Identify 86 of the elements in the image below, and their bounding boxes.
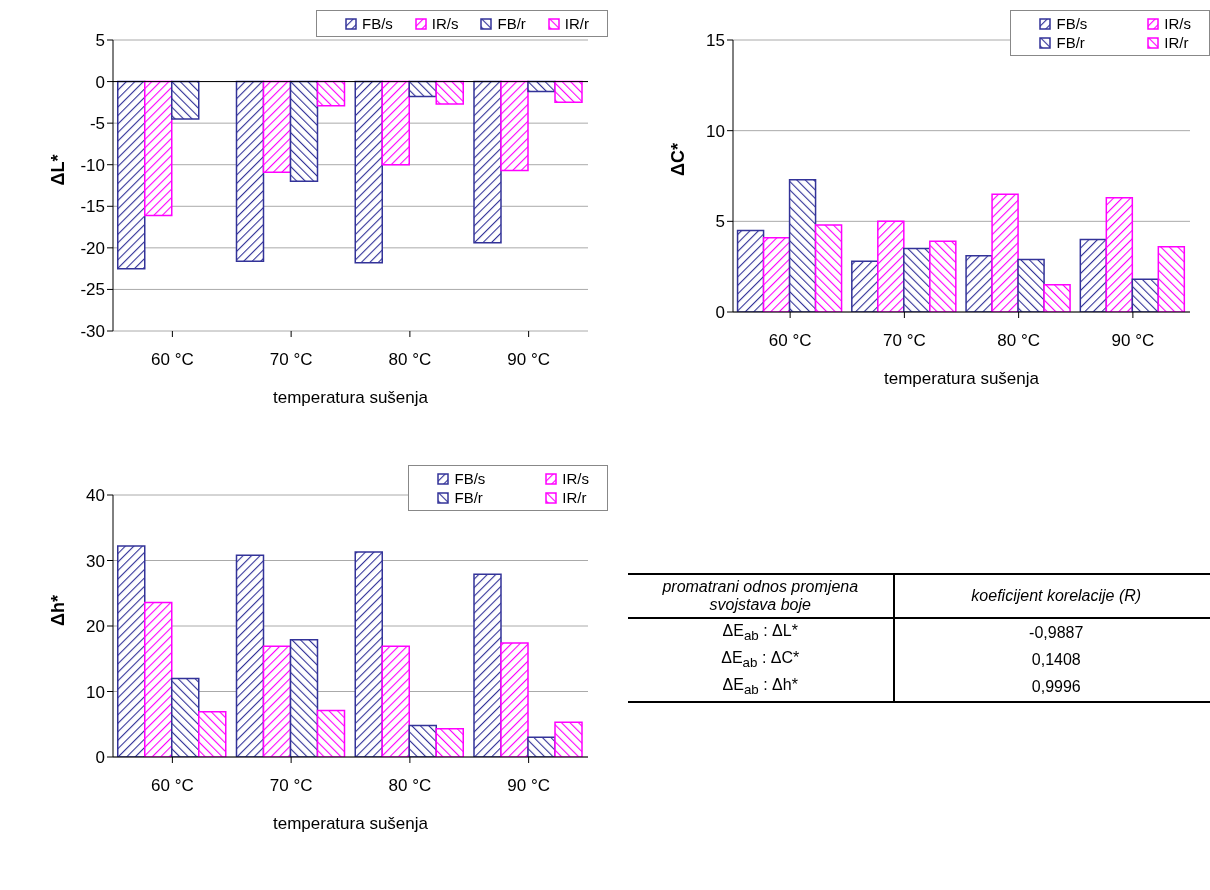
bar: [117, 545, 146, 757]
x-tick-label: 70 °C: [269, 776, 313, 796]
bar: [851, 260, 879, 312]
y-axis-title: Δh*: [48, 595, 69, 626]
x-tick-label: 60 °C: [151, 776, 194, 796]
y-tick-label: 15: [706, 31, 725, 51]
bar: [762, 236, 791, 312]
text: promatrani odnos promjena svojstava boje: [628, 574, 894, 618]
legend-label: FB/r: [1055, 34, 1086, 51]
x-axis-title: temperatura sušenja: [884, 369, 1040, 388]
y-axis-title: ΔC*: [668, 143, 689, 176]
legend-label: IR/s: [1163, 15, 1191, 32]
bar: [354, 551, 383, 757]
bar: [1043, 284, 1071, 312]
bar: [965, 255, 993, 312]
bar: [235, 554, 265, 757]
x-tick-label: 60 °C: [151, 350, 194, 370]
bar: [1017, 258, 1045, 312]
x-tick-label: 90 °C: [507, 776, 550, 796]
legend-label: IR/s: [430, 15, 459, 32]
legend-label: FB/s: [360, 15, 393, 32]
y-tick-label: -25: [80, 280, 105, 300]
y-tick-label: 30: [86, 551, 105, 571]
text: koeficijent korelacije (R): [970, 586, 1143, 606]
bar: [316, 709, 346, 757]
y-tick-label: 0: [95, 748, 105, 768]
category-label: ΔE$_{ab}$ : Δh*: [628, 673, 894, 702]
bar: [788, 178, 817, 312]
bar: [171, 677, 200, 757]
y-tick-label: 40: [86, 486, 105, 506]
bar: [1157, 245, 1186, 312]
y-tick-label: 5: [95, 31, 105, 51]
x-axis-title: temperatura sušenja: [273, 388, 429, 407]
y-tick-label: -30: [80, 322, 105, 342]
x-tick-label: 70 °C: [883, 331, 926, 351]
legend-label: IR/s: [561, 470, 589, 487]
bar: [554, 721, 583, 757]
x-tick-label: 80 °C: [997, 331, 1040, 351]
y-tick-label: 5: [715, 212, 725, 232]
y-tick-label: -20: [80, 238, 105, 258]
y-tick-label: 10: [86, 682, 105, 702]
bar: [903, 247, 931, 312]
category-label: ΔE$_{ab}$ : ΔC*: [628, 646, 894, 674]
x-tick-label: 90 °C: [507, 350, 550, 370]
x-tick-label: 60 °C: [768, 331, 812, 351]
bar: [1079, 238, 1108, 312]
bar: [198, 711, 227, 757]
y-tick-label: 0: [715, 303, 725, 323]
bar: [1105, 197, 1134, 312]
x-tick-label: 80 °C: [388, 776, 432, 796]
bar: [289, 639, 319, 757]
x-tick-label: 70 °C: [269, 350, 313, 370]
y-tick-label: 10: [706, 121, 725, 141]
legend-label: FB/s: [453, 470, 486, 487]
bar: [929, 240, 957, 312]
text: 0,1408: [1031, 650, 1081, 668]
legend-label: FB/r: [453, 489, 484, 506]
bar: [991, 193, 1019, 312]
bar: [435, 728, 464, 757]
y-tick-label: -5: [89, 114, 105, 134]
bar: [500, 642, 529, 757]
legend-label: IR/r: [561, 489, 588, 506]
text: 0,9996: [1031, 677, 1081, 695]
x-tick-label: 90 °C: [1111, 331, 1155, 351]
legend-label: FB/s: [1055, 15, 1088, 32]
y-tick-label: -15: [80, 197, 105, 217]
bar: [736, 229, 765, 312]
bar: [473, 573, 502, 757]
y-tick-label: -10: [80, 155, 105, 175]
x-tick-label: 80 °C: [388, 350, 432, 370]
y-tick-label: 20: [86, 617, 105, 637]
legend-label: FB/r: [496, 15, 526, 32]
legend-label: IR/r: [563, 15, 589, 32]
bar: [262, 645, 292, 757]
legend-label: IR/r: [1163, 34, 1190, 51]
y-tick-label: 0: [95, 72, 105, 92]
bar: [814, 224, 843, 312]
bar: [1131, 278, 1160, 312]
x-axis-title: temperatura sušenja: [273, 814, 429, 833]
bar: [144, 601, 173, 757]
y-axis-title: ΔL*: [48, 154, 69, 186]
text: -0,9887: [1029, 623, 1084, 641]
bar: [381, 645, 410, 757]
bar: [408, 724, 437, 757]
category-label: ΔE$_{ab}$ : ΔL*: [628, 618, 894, 647]
bar: [877, 220, 905, 312]
